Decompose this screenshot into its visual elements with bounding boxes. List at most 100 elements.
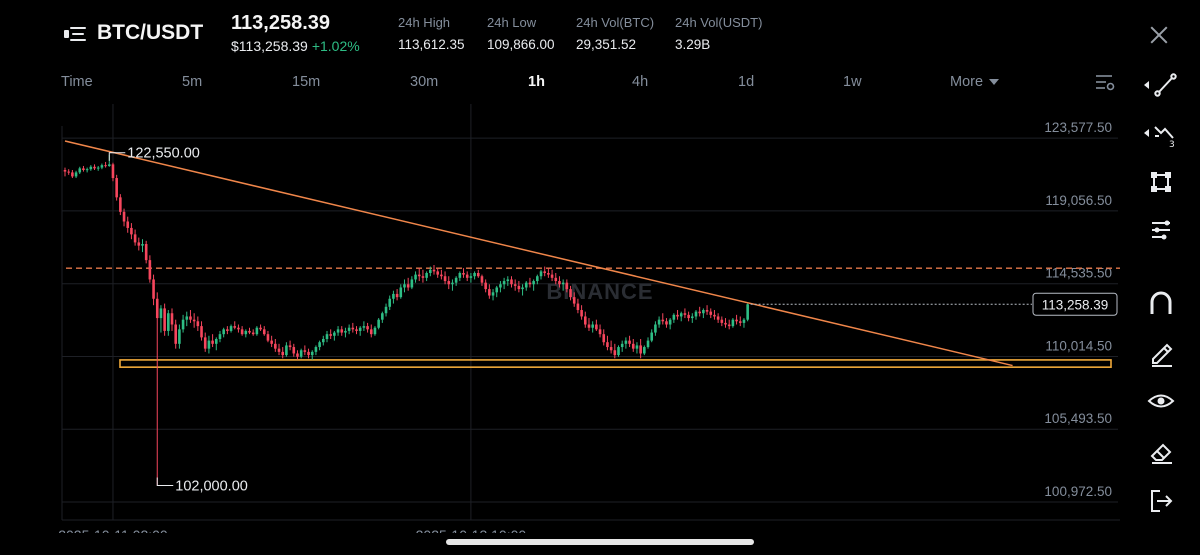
candle-body <box>454 277 458 283</box>
y-tick-label: 100,972.50 <box>1044 484 1112 499</box>
candle-body <box>491 292 495 296</box>
candle-body <box>74 172 78 177</box>
rectangle-tool[interactable] <box>1130 165 1190 199</box>
y-tick-label: 119,056.50 <box>1045 193 1112 208</box>
candle-body <box>547 273 550 275</box>
candle-body <box>388 298 392 307</box>
candle-body <box>654 324 657 333</box>
candle-body <box>244 330 248 335</box>
tab-30m[interactable]: 30m <box>410 74 439 90</box>
tab-1h[interactable]: 1h <box>528 74 545 90</box>
candle-body <box>399 287 403 298</box>
candle-body <box>716 316 720 320</box>
candle-body <box>277 348 281 352</box>
candle-body <box>406 284 410 288</box>
candle-body <box>285 345 288 356</box>
candle-body <box>266 334 270 341</box>
candle-body <box>111 164 115 179</box>
candle-body <box>392 293 395 299</box>
candle-body <box>738 321 742 323</box>
candle-body <box>71 172 74 177</box>
candle-body <box>484 282 487 290</box>
high-marker-line <box>108 152 126 161</box>
candle-body <box>203 337 207 349</box>
candle-body <box>550 274 554 278</box>
candle-body <box>635 345 639 349</box>
candle-body <box>587 324 591 328</box>
candle-body <box>292 347 296 354</box>
candle-body <box>731 319 735 327</box>
candle-body <box>698 311 701 314</box>
visibility-tool[interactable] <box>1130 384 1190 418</box>
candle-body <box>473 273 476 277</box>
pair-selector[interactable]: BTC/USDT <box>97 21 204 44</box>
candlestick-chart[interactable]: 123,577.50 119,056.50 114,535.50 110,014.50… <box>0 96 1125 533</box>
candle-body <box>152 279 155 299</box>
eraser-tool[interactable] <box>1130 434 1190 468</box>
trendline-tool[interactable] <box>1130 68 1190 102</box>
y-tick-label: 110,014.50 <box>1045 338 1112 353</box>
support-zone-box <box>119 359 1112 368</box>
candle-body <box>720 319 724 323</box>
candle-body <box>351 327 355 330</box>
candle-body <box>679 313 683 317</box>
candle-body <box>403 284 406 288</box>
magnet-icon <box>1150 291 1172 314</box>
candle-body <box>713 314 716 317</box>
more-label: More <box>950 74 984 90</box>
candle-body <box>447 281 451 285</box>
candle-body <box>163 308 166 331</box>
magnet-tool[interactable] <box>1130 286 1190 320</box>
candle-body <box>251 332 255 335</box>
candle-body <box>259 327 262 330</box>
candle-body <box>631 343 635 349</box>
close-icon[interactable] <box>1148 24 1170 46</box>
candle-body <box>676 314 679 317</box>
candle-body <box>299 350 303 357</box>
low-marker-line <box>156 477 174 486</box>
candle-body <box>650 332 654 341</box>
candle-body <box>358 327 362 331</box>
pencil-tool[interactable] <box>1130 335 1190 369</box>
candle-body <box>322 338 325 343</box>
chart-settings-icon[interactable] <box>1094 73 1116 93</box>
candle-body <box>137 242 141 246</box>
candle-body <box>694 311 698 317</box>
more-timeframes-button[interactable]: More <box>950 74 1000 90</box>
candle-body <box>410 279 414 288</box>
indicator-list-tool[interactable] <box>1130 213 1190 247</box>
x-tick-label: 2025-10-11 02:00 <box>58 527 168 533</box>
exit-tool[interactable] <box>1130 483 1190 517</box>
candle-body <box>122 211 126 222</box>
y-tick-label: 114,535.50 <box>1045 266 1112 281</box>
candle-body <box>702 310 705 314</box>
home-indicator <box>446 539 754 545</box>
stat-value: 113,612.35 <box>398 37 465 52</box>
stat-24h-low: 24h Low 109,866.00 <box>487 15 555 52</box>
y-tick-label: 123,577.50 <box>1044 120 1112 135</box>
low-marker-label: 102,000.00 <box>175 478 248 494</box>
eraser-icon <box>1150 443 1172 464</box>
stat-24h-vol-usdt: 24h Vol(USDT) 3.29B <box>675 15 762 52</box>
candle-body <box>155 298 159 319</box>
candle-body <box>189 316 192 320</box>
candle-body <box>488 289 491 296</box>
candle-body <box>233 326 237 328</box>
tab-5m[interactable]: 5m <box>182 74 203 90</box>
tab-1d[interactable]: 1d <box>738 74 755 90</box>
candle-body <box>377 319 380 328</box>
tab-1w[interactable]: 1w <box>843 74 862 90</box>
tab-15m[interactable]: 15m <box>292 74 321 90</box>
candle-body <box>628 340 631 344</box>
pencil-icon <box>1152 343 1173 367</box>
candle-body <box>580 310 583 317</box>
candle-body <box>639 345 642 354</box>
pair-menu-icon[interactable] <box>64 24 86 44</box>
candle-body <box>196 321 200 327</box>
fibonacci-tool[interactable]: 3 <box>1130 116 1190 150</box>
candle-body <box>355 329 358 331</box>
candle-body <box>558 281 561 285</box>
tab-4h[interactable]: 4h <box>632 74 649 90</box>
tab-time[interactable]: Time <box>61 74 93 90</box>
eye-icon <box>1147 394 1175 408</box>
